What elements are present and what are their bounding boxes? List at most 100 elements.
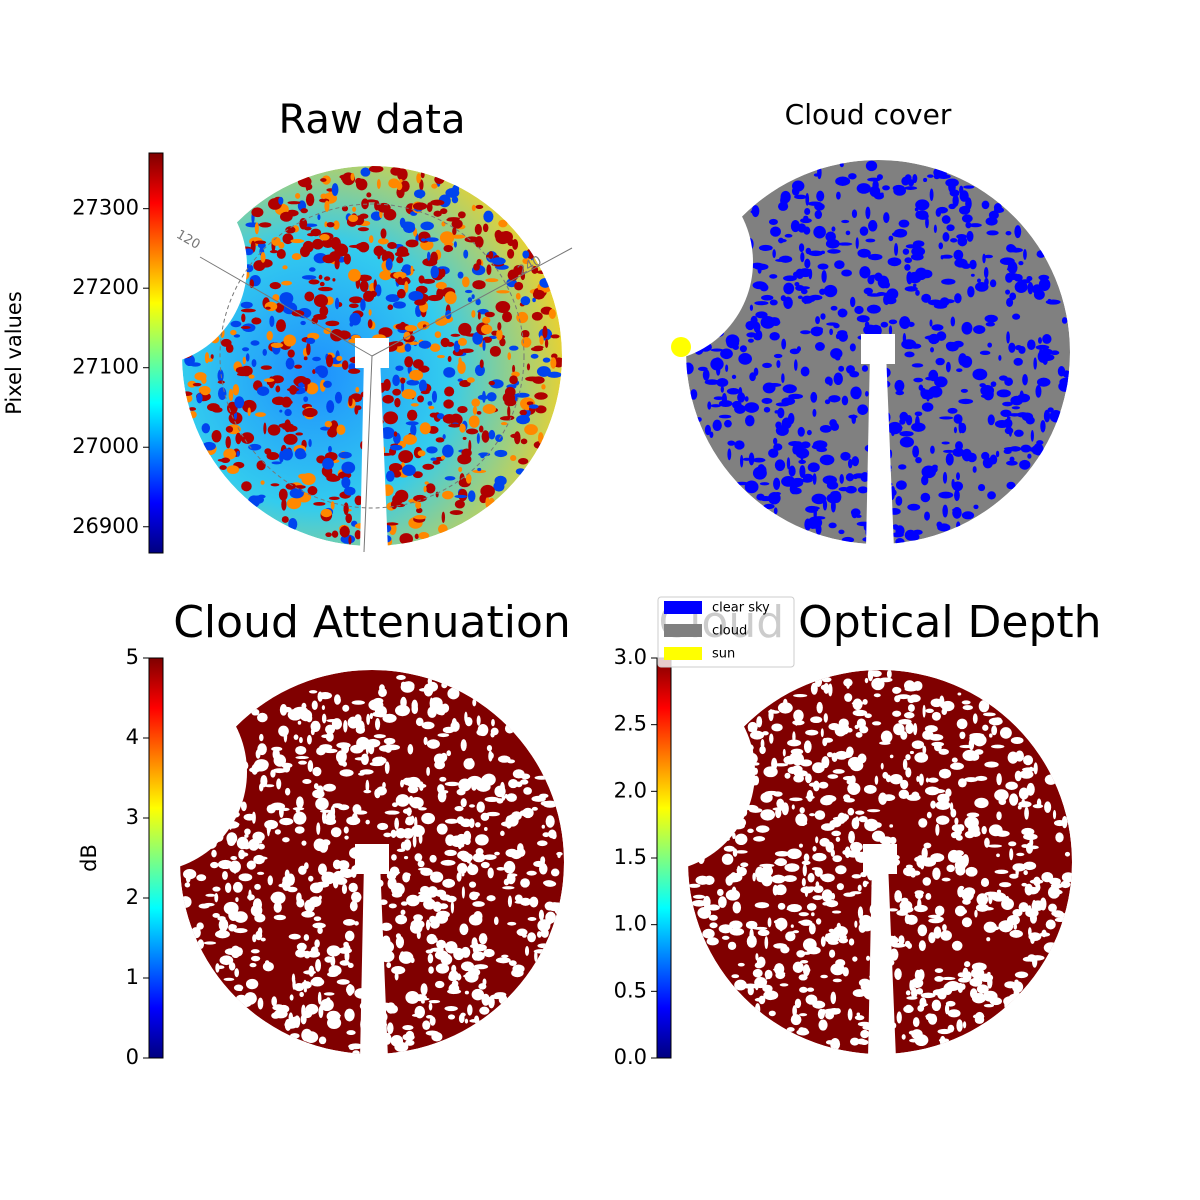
- speck: [464, 990, 469, 995]
- speck: [312, 789, 325, 799]
- speck: [789, 797, 803, 802]
- speck: [904, 351, 915, 358]
- speck: [452, 227, 457, 236]
- speck: [460, 818, 472, 828]
- speck: [354, 405, 359, 415]
- speck: [954, 905, 966, 917]
- speck: [1037, 337, 1042, 344]
- speck: [807, 462, 820, 473]
- speck: [198, 903, 210, 909]
- speck: [324, 221, 328, 228]
- speck: [432, 460, 441, 465]
- speck: [350, 744, 364, 754]
- speck: [251, 708, 260, 716]
- speck: [820, 974, 828, 979]
- speck: [768, 448, 779, 458]
- speck: [922, 745, 927, 755]
- speck: [820, 874, 828, 880]
- speck: [240, 801, 247, 812]
- speck: [257, 856, 268, 860]
- speck: [911, 246, 926, 257]
- speck: [271, 461, 282, 465]
- speck: [963, 185, 975, 189]
- speck: [848, 173, 857, 180]
- mask-notch: [47, 166, 247, 366]
- speck: [444, 849, 457, 857]
- speck: [417, 860, 425, 868]
- speck: [323, 992, 335, 996]
- speck: [936, 206, 948, 214]
- speck: [947, 1024, 955, 1033]
- speck: [828, 395, 841, 403]
- speck: [486, 264, 492, 276]
- speck: [295, 745, 307, 755]
- speck: [720, 348, 733, 360]
- speck: [282, 233, 294, 245]
- speck: [468, 439, 472, 453]
- speck: [806, 903, 817, 911]
- speck: [308, 875, 314, 882]
- speck: [420, 221, 434, 231]
- speck: [469, 1019, 480, 1023]
- speck: [526, 401, 534, 406]
- speck: [341, 883, 348, 895]
- speck: [838, 529, 845, 535]
- speck: [537, 840, 548, 847]
- speck: [839, 162, 844, 168]
- speck: [786, 907, 797, 911]
- speck: [250, 340, 260, 346]
- speck: [847, 782, 861, 796]
- speck: [717, 888, 724, 897]
- speck: [243, 813, 256, 821]
- speck: [712, 419, 722, 432]
- speck: [384, 761, 390, 774]
- speck: [782, 384, 797, 394]
- speck: [466, 864, 479, 876]
- speck: [806, 429, 812, 436]
- speck: [350, 172, 355, 181]
- speck: [512, 238, 519, 250]
- speck: [279, 704, 288, 716]
- speck: [870, 187, 875, 195]
- speck: [1007, 261, 1018, 274]
- speck: [279, 211, 293, 222]
- speck: [1014, 979, 1019, 984]
- speck: [388, 903, 397, 909]
- speck: [242, 399, 257, 413]
- mask-notch: [47, 672, 247, 872]
- tick-label: 2.5: [614, 712, 647, 736]
- speck: [817, 1008, 825, 1020]
- speck: [380, 922, 393, 931]
- speck: [774, 459, 786, 472]
- speck: [956, 521, 961, 530]
- speck: [938, 748, 949, 755]
- speck: [843, 794, 851, 801]
- speck: [775, 917, 788, 931]
- speck: [303, 979, 307, 989]
- speck: [318, 286, 333, 292]
- speck: [500, 830, 505, 837]
- speck: [1014, 281, 1028, 293]
- speck: [710, 357, 724, 371]
- speck: [899, 316, 911, 329]
- speck: [980, 394, 994, 399]
- speck: [433, 210, 442, 217]
- speck: [382, 782, 386, 789]
- speck: [977, 483, 986, 492]
- speck: [857, 486, 869, 494]
- speck: [931, 741, 945, 747]
- speck: [925, 1013, 934, 1021]
- speck: [519, 897, 532, 906]
- speck: [972, 466, 977, 473]
- tick-label: 0.5: [614, 978, 647, 1002]
- speck: [480, 454, 485, 459]
- speck: [739, 345, 747, 353]
- speck: [758, 244, 773, 251]
- speck: [444, 1005, 458, 1012]
- speck: [326, 221, 335, 228]
- speck: [1029, 766, 1034, 772]
- speck: [831, 910, 842, 914]
- speck: [725, 889, 741, 901]
- speck: [465, 716, 473, 727]
